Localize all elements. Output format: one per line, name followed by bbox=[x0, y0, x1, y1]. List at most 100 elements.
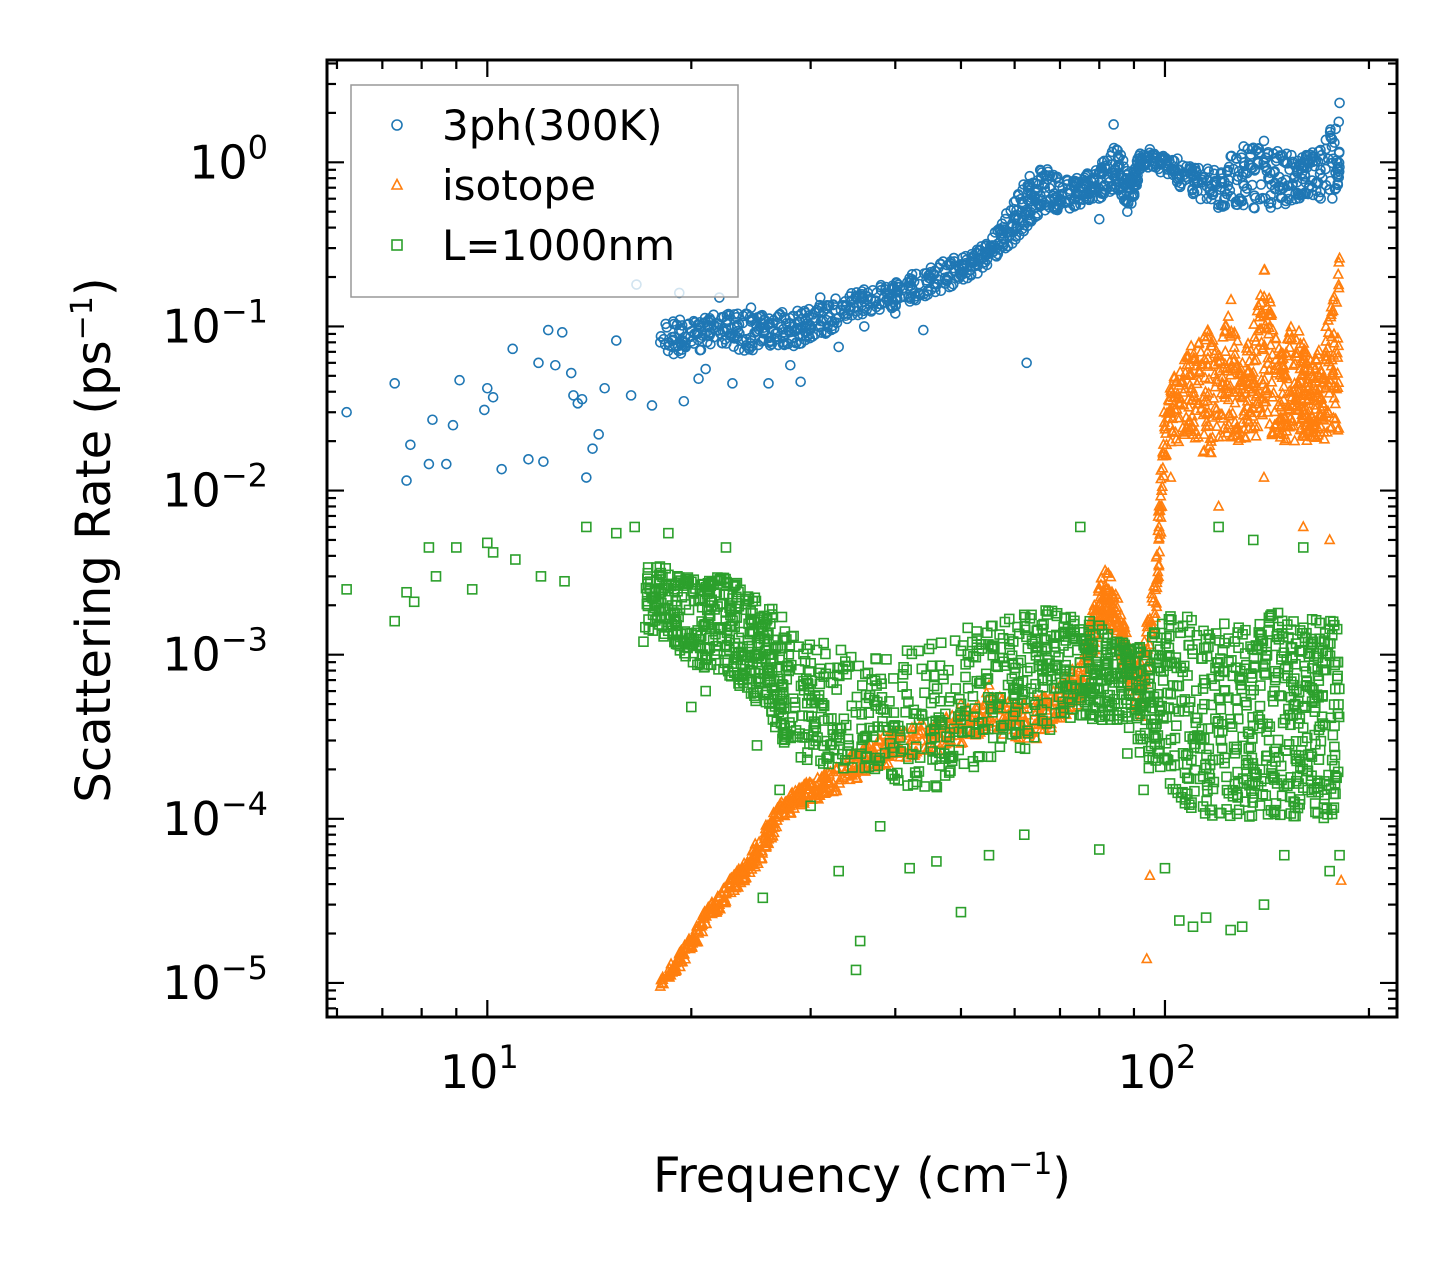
data-point bbox=[1271, 152, 1282, 164]
data-point bbox=[1292, 718, 1304, 729]
data-point bbox=[1332, 670, 1343, 682]
data-point bbox=[1018, 179, 1029, 190]
data-point bbox=[1102, 704, 1114, 716]
data-point bbox=[1293, 324, 1305, 336]
data-point bbox=[427, 414, 438, 426]
data-point bbox=[1193, 374, 1205, 386]
data-point bbox=[556, 327, 568, 338]
data-point bbox=[850, 964, 862, 976]
data-point bbox=[1216, 718, 1228, 730]
data-point bbox=[1297, 404, 1310, 416]
data-point bbox=[1238, 141, 1249, 152]
data-point bbox=[1074, 624, 1085, 635]
data-point bbox=[1044, 170, 1056, 181]
data-point bbox=[1251, 394, 1264, 406]
data-point bbox=[958, 263, 969, 275]
data-point bbox=[1219, 618, 1230, 630]
data-point bbox=[693, 373, 704, 385]
data-point bbox=[863, 707, 875, 718]
data-point bbox=[1325, 712, 1337, 724]
data-point bbox=[1111, 591, 1124, 603]
data-point bbox=[1246, 752, 1258, 764]
data-point bbox=[1171, 720, 1182, 731]
data-point bbox=[1249, 190, 1260, 201]
data-point bbox=[1296, 627, 1308, 639]
data-point bbox=[466, 584, 478, 595]
data-point bbox=[1200, 633, 1212, 645]
data-point bbox=[1155, 665, 1167, 677]
data-point bbox=[1266, 348, 1279, 360]
data-point bbox=[824, 775, 836, 787]
data-point bbox=[960, 659, 971, 670]
data-point bbox=[950, 683, 962, 694]
data-point bbox=[643, 624, 655, 635]
data-point bbox=[900, 706, 911, 718]
data-point bbox=[679, 952, 692, 964]
data-point bbox=[1185, 339, 1197, 351]
data-point bbox=[810, 329, 821, 340]
data-point bbox=[922, 285, 934, 296]
data-point bbox=[934, 760, 945, 771]
data-point bbox=[1022, 728, 1034, 739]
data-point bbox=[958, 758, 970, 770]
data-point bbox=[1030, 646, 1042, 658]
data-point bbox=[1090, 628, 1102, 640]
data-point bbox=[1074, 657, 1086, 669]
data-point bbox=[801, 643, 812, 655]
data-point bbox=[1026, 214, 1037, 226]
data-point bbox=[934, 660, 946, 671]
data-point bbox=[1058, 640, 1069, 651]
data-point bbox=[1280, 745, 1292, 756]
data-point bbox=[1165, 760, 1177, 772]
data-point bbox=[1083, 193, 1094, 204]
data-point bbox=[581, 521, 592, 533]
data-point bbox=[1207, 754, 1219, 766]
legend-label: 3ph(300K) bbox=[442, 101, 662, 150]
data-point bbox=[647, 609, 659, 621]
data-point bbox=[656, 620, 668, 632]
data-point bbox=[882, 756, 894, 768]
data-point bbox=[804, 776, 817, 788]
data-point bbox=[1134, 705, 1146, 716]
data-point bbox=[1222, 309, 1235, 321]
data-point bbox=[1154, 644, 1166, 655]
data-point bbox=[1198, 395, 1211, 407]
data-point bbox=[1215, 807, 1227, 819]
data-point bbox=[1257, 661, 1269, 672]
data-point bbox=[818, 637, 829, 649]
data-point bbox=[1328, 336, 1341, 348]
data-point bbox=[1170, 652, 1182, 663]
data-point bbox=[1220, 382, 1232, 394]
data-point bbox=[1168, 703, 1179, 715]
data-point bbox=[1008, 690, 1019, 701]
data-point bbox=[1195, 345, 1207, 357]
data-point bbox=[948, 252, 960, 264]
data-point bbox=[1278, 849, 1290, 861]
data-point bbox=[989, 643, 1000, 655]
data-point bbox=[1228, 163, 1239, 175]
data-point bbox=[774, 689, 786, 700]
data-point bbox=[1221, 771, 1232, 783]
data-point bbox=[671, 319, 683, 331]
y-axis-label: Scattering Rate (ps−1) bbox=[65, 277, 122, 802]
data-point bbox=[724, 330, 736, 341]
data-point bbox=[1010, 195, 1022, 207]
data-point bbox=[788, 340, 800, 352]
data-point bbox=[674, 640, 686, 652]
data-point bbox=[1068, 618, 1080, 630]
data-point bbox=[787, 310, 799, 322]
data-point bbox=[879, 748, 891, 759]
data-point bbox=[1324, 310, 1337, 322]
data-point bbox=[739, 864, 751, 876]
data-point bbox=[1329, 659, 1340, 671]
data-point bbox=[1331, 673, 1343, 684]
data-point bbox=[853, 660, 865, 672]
data-point bbox=[1096, 157, 1108, 168]
data-point bbox=[1213, 692, 1225, 704]
data-point bbox=[454, 374, 465, 386]
data-point bbox=[955, 645, 967, 657]
data-point bbox=[1092, 682, 1103, 694]
data-point bbox=[1155, 472, 1167, 484]
data-point bbox=[1165, 435, 1177, 447]
data-point bbox=[810, 315, 822, 326]
